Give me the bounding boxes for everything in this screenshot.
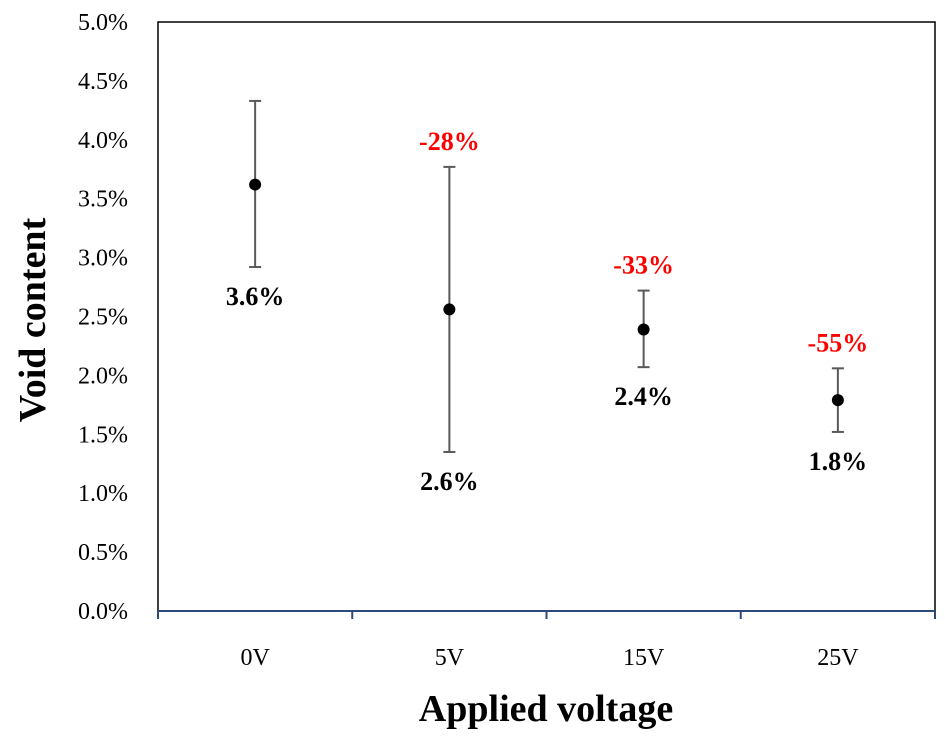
data-point bbox=[249, 178, 262, 191]
y-tick-label: 4.5% bbox=[78, 69, 128, 95]
x-tick-label: 5V bbox=[435, 645, 465, 671]
data-point bbox=[831, 394, 844, 407]
y-tick-label: 1.0% bbox=[78, 481, 128, 507]
data-label: 3.6% bbox=[226, 282, 285, 311]
x-axis: 0V 5V 15V 25V bbox=[157, 610, 936, 671]
plot-frame bbox=[157, 21, 936, 612]
y-tick-label: 0.5% bbox=[78, 540, 128, 566]
data-label: 2.6% bbox=[420, 467, 479, 496]
y-tick-label: 3.5% bbox=[78, 187, 128, 213]
change-label: -28% bbox=[419, 127, 480, 156]
change-label: -55% bbox=[808, 328, 869, 357]
y-axis-title: Void content bbox=[12, 217, 54, 422]
y-tick-label: 0.0% bbox=[78, 599, 128, 625]
x-tick-label: 0V bbox=[240, 645, 270, 671]
y-tick-label: 2.5% bbox=[78, 305, 128, 331]
x-axis-title: Applied voltage bbox=[419, 688, 673, 730]
y-tick-label: 5.0% bbox=[78, 10, 128, 36]
data-point bbox=[443, 303, 456, 316]
y-tick-label: 3.0% bbox=[78, 246, 128, 272]
y-tick-label: 4.0% bbox=[78, 128, 128, 154]
data-point bbox=[637, 323, 650, 336]
x-tick-label: 15V bbox=[623, 645, 665, 671]
data-label: 1.8% bbox=[809, 447, 868, 476]
y-tick-label: 1.5% bbox=[78, 422, 128, 448]
data-label: 2.4% bbox=[614, 382, 673, 411]
data-points: 3.6% 2.6% -28% 2.4% -33% 1.8% -55% bbox=[226, 99, 869, 496]
change-label: -33% bbox=[613, 251, 674, 280]
y-axis-ticks: 0.0% 0.5% 1.0% 1.5% 2.0% 2.5% 3.0% 3.5% 4.0% 4.5%… bbox=[78, 10, 128, 625]
x-tick-label: 25V bbox=[817, 645, 859, 671]
y-tick-label: 2.0% bbox=[78, 363, 128, 389]
